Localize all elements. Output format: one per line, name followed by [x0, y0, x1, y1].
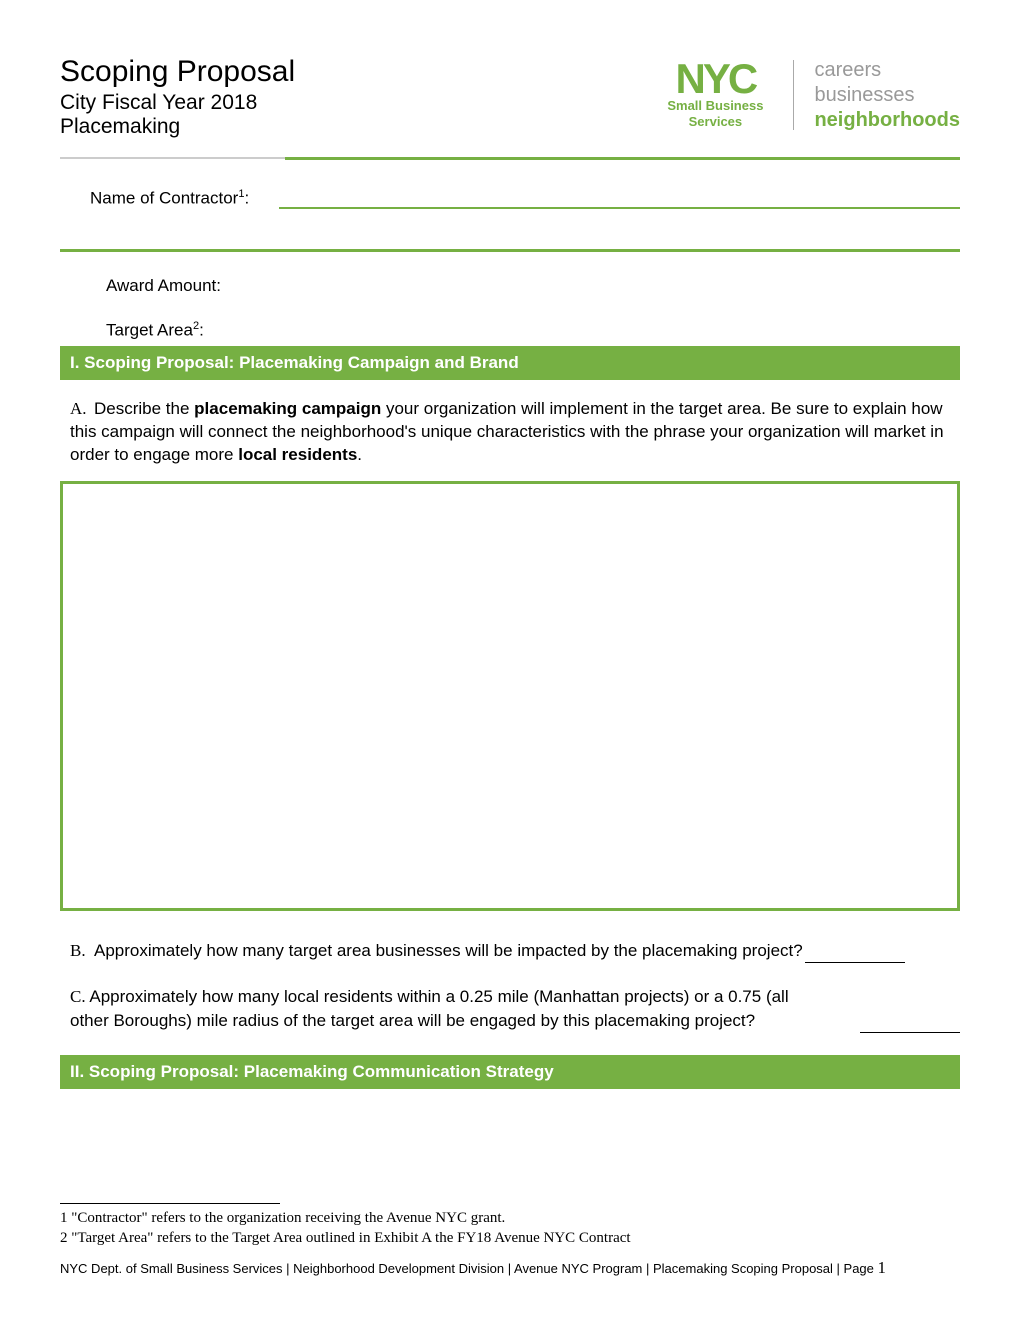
answer-box-a[interactable] [60, 481, 960, 911]
question-a: A.Describe the placemaking campaign your… [60, 398, 960, 467]
footer-line: NYC Dept. of Small Business Services | N… [60, 1258, 960, 1278]
section-1-header: I. Scoping Proposal: Placemaking Campaig… [60, 346, 960, 380]
doc-subtitle-2: Placemaking [60, 115, 657, 139]
doc-subtitle-1: City Fiscal Year 2018 [60, 91, 657, 115]
footnote-2: 2 "Target Area" refers to the Target Are… [60, 1228, 960, 1248]
footnote-1: 1 "Contractor" refers to the organizatio… [60, 1208, 960, 1228]
question-b-text: Approximately how many target area busin… [94, 941, 803, 960]
question-c-text: C. Approximately how many local resident… [70, 985, 828, 1033]
contractor-input-line[interactable] [279, 189, 960, 209]
tagline-careers: careers [814, 58, 960, 83]
footnote-rule [60, 1203, 280, 1204]
header-branding: NYC Small Business Services careers busi… [657, 55, 960, 135]
nyc-logo-text: NYC [667, 61, 763, 97]
section-2-header: II. Scoping Proposal: Placemaking Commun… [60, 1055, 960, 1089]
nyc-logo-sub1: Small Business [667, 99, 763, 113]
question-a-body: Describe the placemaking campaign your o… [70, 399, 944, 464]
header-rule [60, 157, 960, 160]
header-titles: Scoping Proposal City Fiscal Year 2018 P… [60, 55, 657, 139]
page-number: 1 [878, 1258, 887, 1277]
vertical-divider [793, 60, 794, 130]
question-c-blank[interactable] [860, 1032, 960, 1033]
contractor-field: Name of Contractor1: [60, 188, 960, 209]
question-b-blank[interactable] [805, 962, 905, 963]
rule-gray [60, 157, 285, 159]
nyc-logo: NYC Small Business Services [657, 55, 773, 135]
award-amount-label: Award Amount: [60, 276, 960, 296]
tagline-businesses: businesses [814, 83, 960, 108]
target-area-label: Target Area2: [60, 320, 960, 341]
footnotes: 1 "Contractor" refers to the organizatio… [60, 1203, 960, 1279]
question-b-letter: B. [70, 939, 94, 963]
info-box: Award Amount: Target Area2: [60, 249, 960, 341]
question-c: C. Approximately how many local resident… [60, 985, 960, 1033]
doc-title: Scoping Proposal [60, 55, 657, 89]
question-a-letter: A. [70, 398, 94, 421]
contractor-label: Name of Contractor1: [90, 188, 249, 209]
tagline-neighborhoods: neighborhoods [814, 108, 960, 133]
rule-green [285, 157, 960, 160]
nyc-logo-sub2: Services [667, 115, 763, 129]
tagline: careers businesses neighborhoods [814, 58, 960, 133]
document-header: Scoping Proposal City Fiscal Year 2018 P… [60, 55, 960, 139]
question-b: B.Approximately how many target area bus… [60, 939, 960, 963]
